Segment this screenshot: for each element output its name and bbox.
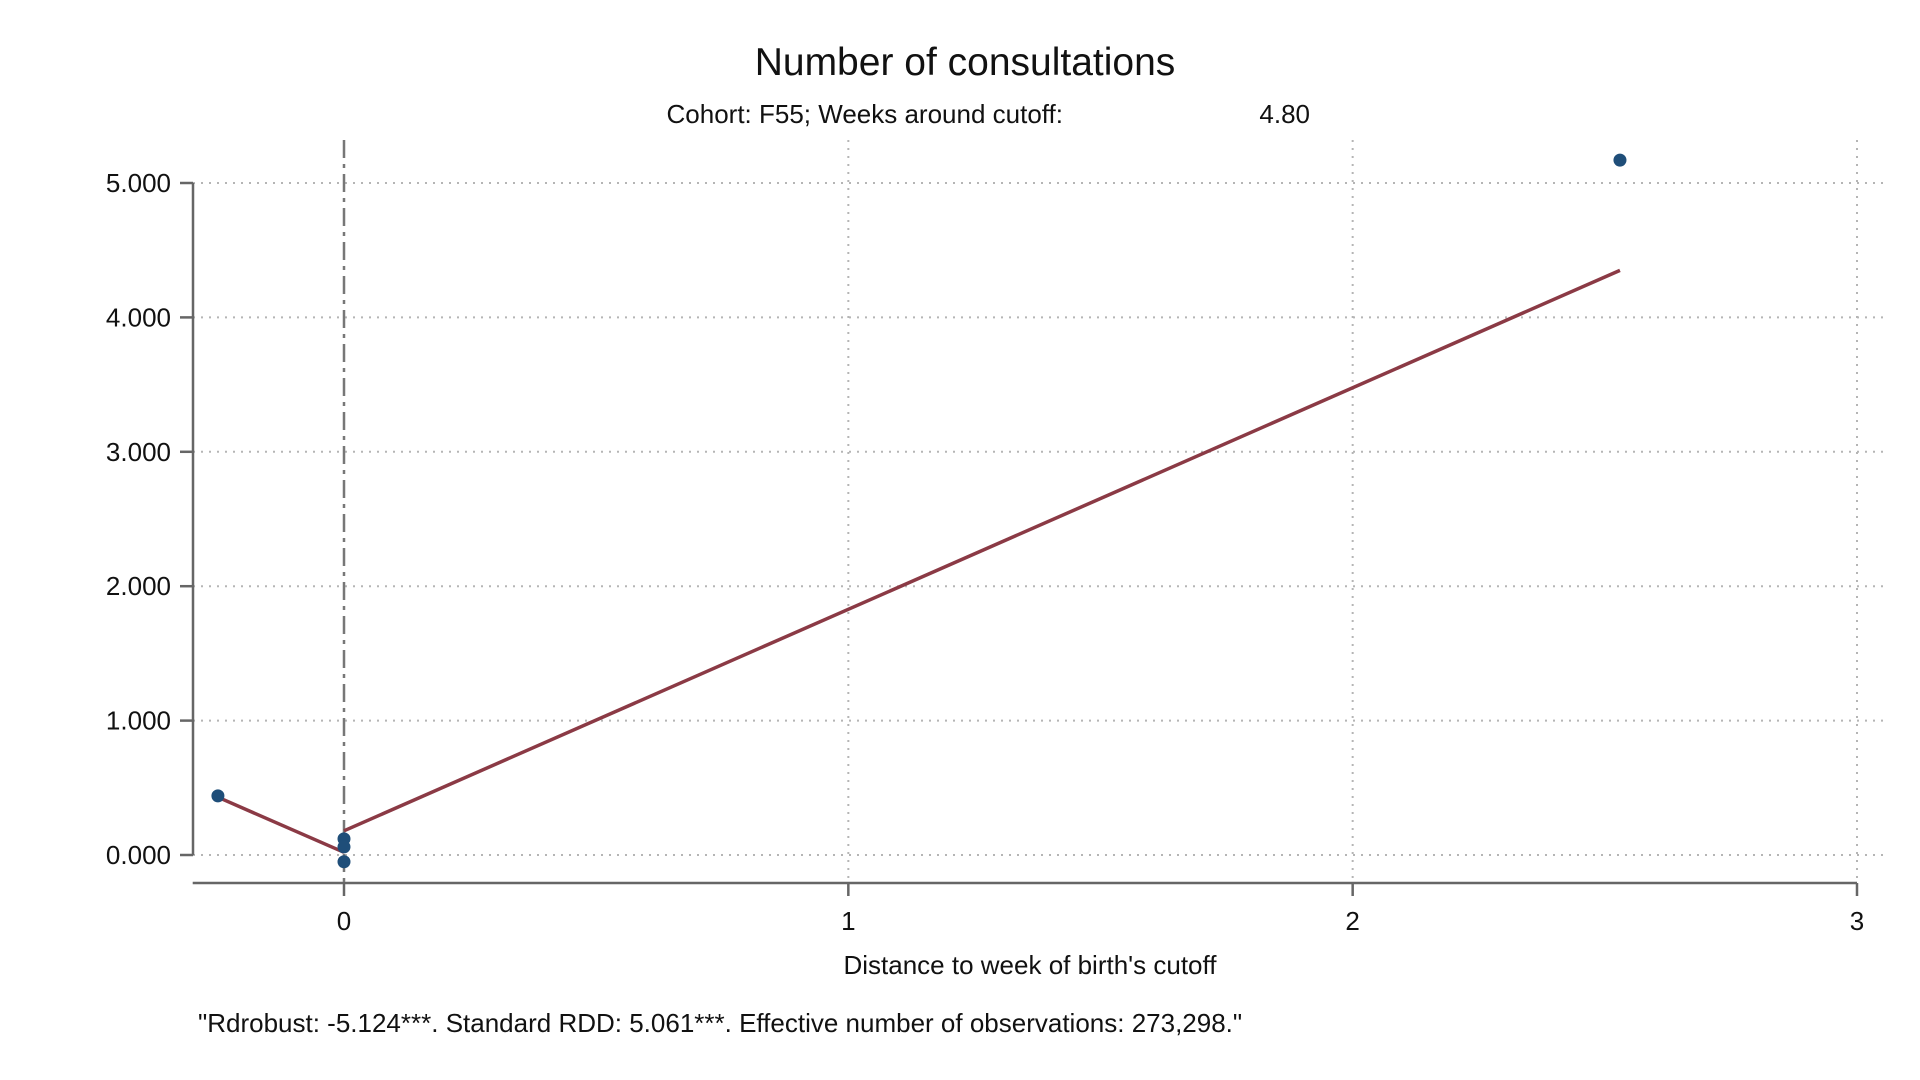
series-layer xyxy=(211,153,1627,869)
chart-subtitle-label: Cohort: F55; Weeks around cutoff: xyxy=(667,99,1063,129)
x-tick-label: 3 xyxy=(1850,906,1864,936)
x-tick-label: 1 xyxy=(841,906,855,936)
grid-layer xyxy=(193,140,1888,883)
scatter-point xyxy=(1613,153,1627,167)
y-tick-label: 4.000 xyxy=(106,302,171,332)
x-axis-label: Distance to week of birth's cutoff xyxy=(843,950,1217,980)
y-tick-label: 3.000 xyxy=(106,437,171,467)
chart-title: Number of consultations xyxy=(755,41,1176,84)
x-tick-label: 2 xyxy=(1345,906,1359,936)
scatter-point xyxy=(211,789,225,803)
y-tick-label: 1.000 xyxy=(106,706,171,736)
y-tick-label: 0.000 xyxy=(106,840,171,870)
fit-line-right xyxy=(343,268,1621,833)
scatter-point xyxy=(337,855,351,869)
y-tick-label: 2.000 xyxy=(106,571,171,601)
chart-subtitle-value: 4.80 xyxy=(1259,99,1310,129)
chart-note: "Rdrobust: -5.124***. Standard RDD: 5.06… xyxy=(198,1008,1242,1038)
x-tick-label: 0 xyxy=(337,906,351,936)
fit-line-left xyxy=(217,795,345,854)
y-tick-label: 5.000 xyxy=(106,168,171,198)
axis-layer: 0.000 1.000 2.000 3.000 4.000 5.000 0 1 2 3 xyxy=(106,140,1864,936)
scatter-point xyxy=(337,840,351,854)
